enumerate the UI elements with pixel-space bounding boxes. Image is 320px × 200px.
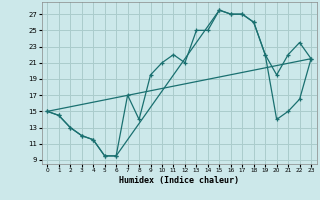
X-axis label: Humidex (Indice chaleur): Humidex (Indice chaleur) <box>119 176 239 185</box>
